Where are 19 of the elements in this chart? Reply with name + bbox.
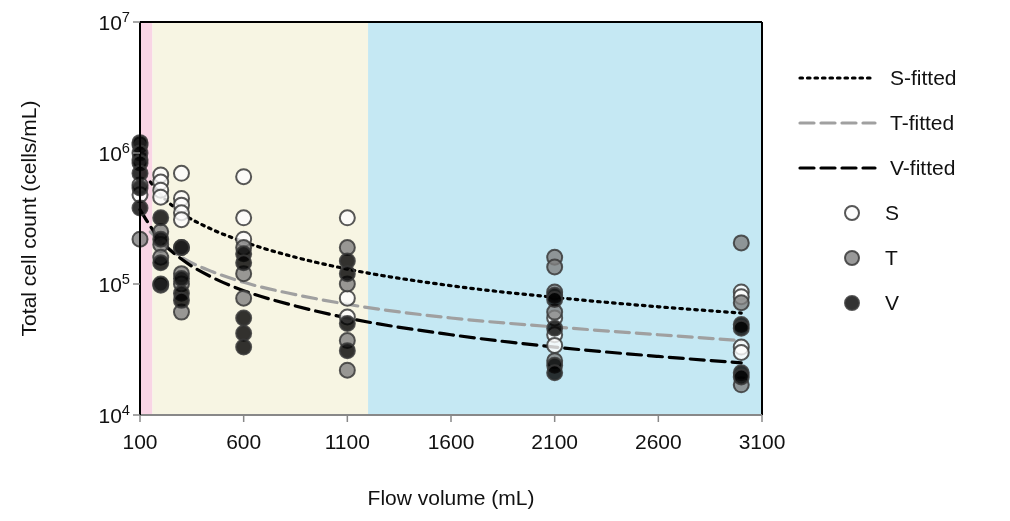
y-tick-label: 10$^{5}$ — [98, 271, 130, 296]
x-tick-label: 2100 — [531, 430, 579, 453]
x-tick-label: 1600 — [427, 430, 475, 453]
legend-label: T — [885, 246, 898, 269]
y-tick-label: 10$^{7}$ — [98, 9, 130, 34]
y-axis-title: Total cell count (cells/mL) — [17, 100, 40, 337]
legend-label: V-fitted — [890, 156, 956, 179]
x-tick-label: 600 — [226, 430, 262, 453]
legend-label: T-fitted — [890, 111, 955, 134]
x-tick-label: 1100 — [324, 430, 370, 453]
x-tick-label: 2600 — [634, 430, 682, 453]
y-tick-label: 10$^{4}$ — [98, 402, 130, 427]
legend-label: V — [885, 291, 900, 314]
x-axis-title: Flow volume (mL) — [367, 486, 535, 509]
legend-label: S — [885, 201, 900, 224]
x-tick-label: 3100 — [738, 430, 786, 453]
x-tick-label: 100 — [122, 430, 158, 453]
legend-label: S-fitted — [890, 66, 957, 89]
y-tick-label: 10$^{6}$ — [98, 140, 130, 165]
